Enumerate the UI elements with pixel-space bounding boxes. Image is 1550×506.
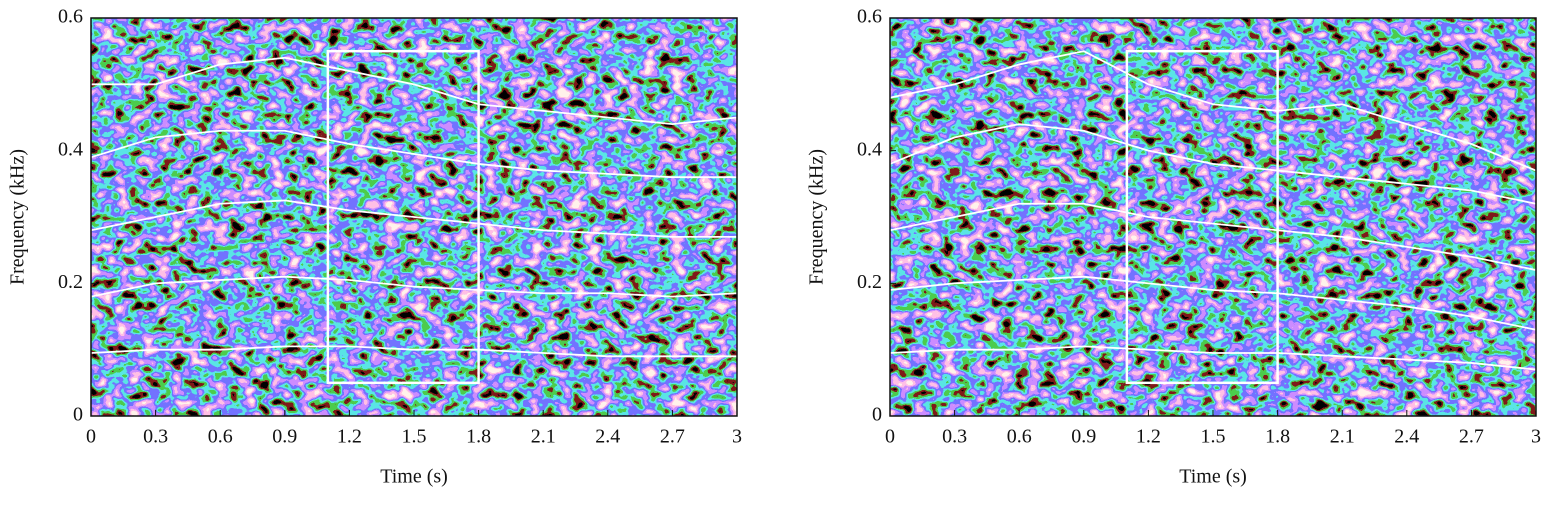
x-tick-label: 0.9 bbox=[1071, 426, 1096, 448]
x-tick-label: 2.4 bbox=[595, 426, 620, 448]
x-tick-label: 1.2 bbox=[1136, 426, 1161, 448]
harmonic-track bbox=[889, 123, 1537, 205]
x-axis-label: Time (s) bbox=[1179, 466, 1247, 488]
x-tick-label: 0.6 bbox=[208, 426, 233, 448]
x-tick-label: 0.3 bbox=[942, 426, 967, 448]
y-tick-label: 0.2 bbox=[58, 271, 83, 293]
y-tick-label: 0.4 bbox=[857, 138, 882, 160]
harmonic-track bbox=[889, 50, 1537, 172]
y-tick-label: 0 bbox=[872, 404, 882, 426]
harmonic-track bbox=[889, 202, 1537, 271]
chart: 0 0.3 0.6 0.9 1.2 1.5 1.8 2.1 2.4 2.7 3 0 0.2 0.4 0.6 T… bbox=[806, 6, 1541, 488]
y-tick-label: 0.4 bbox=[58, 138, 83, 160]
y-tick-label: 0.6 bbox=[58, 6, 83, 28]
x-tick-label: 1.8 bbox=[466, 426, 491, 448]
x-axis-label: Time (s) bbox=[380, 466, 448, 488]
x-tick-label: 2.4 bbox=[1394, 426, 1419, 448]
highlight-box bbox=[1125, 49, 1279, 385]
x-tick-label: 1.8 bbox=[1265, 426, 1290, 448]
harmonic-track bbox=[90, 129, 737, 179]
x-tick-label: 2.7 bbox=[1459, 426, 1484, 448]
y-axis-label: Frequency (kHz) bbox=[7, 149, 29, 285]
harmonic-track bbox=[889, 275, 1537, 331]
x-tick-label: 3 bbox=[732, 426, 742, 448]
harmonic-track bbox=[90, 199, 737, 238]
y-tick-label: 0.2 bbox=[857, 271, 882, 293]
chart: 0 0.3 0.6 0.9 1.2 1.5 1.8 2.1 2.4 2.7 3 0 0.2 0.4 0.6 T… bbox=[7, 6, 742, 488]
x-tick-label: 1.2 bbox=[337, 426, 362, 448]
harmonic-track bbox=[90, 275, 738, 298]
harmonic-track bbox=[90, 345, 737, 358]
highlight-box bbox=[326, 49, 480, 385]
y-axis-label: Frequency (kHz) bbox=[806, 149, 828, 285]
harmonic-track bbox=[91, 56, 738, 126]
x-tick-label: 2.1 bbox=[1330, 426, 1355, 448]
x-tick-label: 0 bbox=[86, 426, 96, 448]
x-tick-label: 0.6 bbox=[1007, 426, 1032, 448]
spectrogram-image bbox=[890, 18, 1536, 416]
y-tick-label: 0.6 bbox=[857, 6, 882, 28]
y-tick-label: 0 bbox=[73, 404, 83, 426]
x-tick-label: 0.3 bbox=[143, 426, 168, 448]
x-tick-label: 2.1 bbox=[531, 426, 556, 448]
harmonic-track bbox=[889, 345, 1537, 371]
x-tick-label: 3 bbox=[1531, 426, 1541, 448]
x-tick-label: 1.5 bbox=[1201, 426, 1226, 448]
x-tick-label: 0.9 bbox=[272, 426, 297, 448]
x-tick-label: 0 bbox=[885, 426, 895, 448]
x-tick-label: 1.5 bbox=[402, 426, 427, 448]
x-tick-label: 2.7 bbox=[660, 426, 685, 448]
